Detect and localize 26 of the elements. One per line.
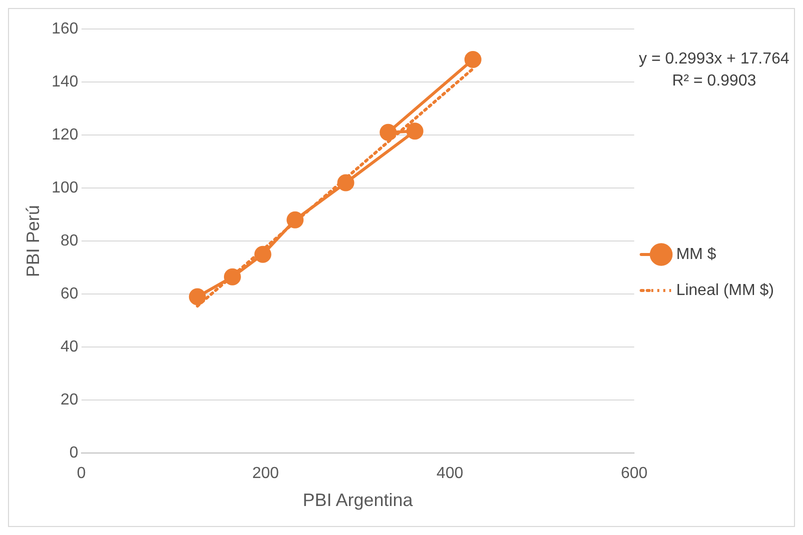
point (406, 122, 424, 140)
legend-label: Lineal (MM $) (676, 282, 774, 299)
text: y = 0.2993x + 17.764 (638, 50, 790, 68)
point (286, 211, 304, 228)
y-tick-label: 80 (60, 232, 78, 250)
y-tick-label: 60 (60, 286, 78, 303)
y-tick-label: 40 (60, 338, 78, 356)
x-tick-label: 400 (436, 465, 464, 482)
y-tick-label: 20 (60, 392, 78, 409)
y-tick-label: 0 (69, 444, 78, 462)
x-tick-label: 200 (252, 465, 280, 482)
point (224, 268, 241, 286)
legend-label: MM $ (676, 246, 716, 263)
point (188, 288, 206, 306)
x-tick-label: 600 (620, 465, 648, 482)
y-tick-label: 120 (52, 126, 78, 144)
x-axis-title: PBI Argentina (302, 490, 414, 510)
point (464, 50, 482, 68)
y-tick-label: 100 (52, 179, 78, 196)
y-tick-label: 140 (52, 73, 78, 90)
y-tick-label: 160 (52, 20, 78, 38)
point (254, 246, 272, 263)
text: R² = 0.9903 (672, 72, 756, 90)
point (337, 174, 354, 192)
point (380, 124, 397, 141)
y-axis-title: PBI Perú (22, 205, 43, 278)
